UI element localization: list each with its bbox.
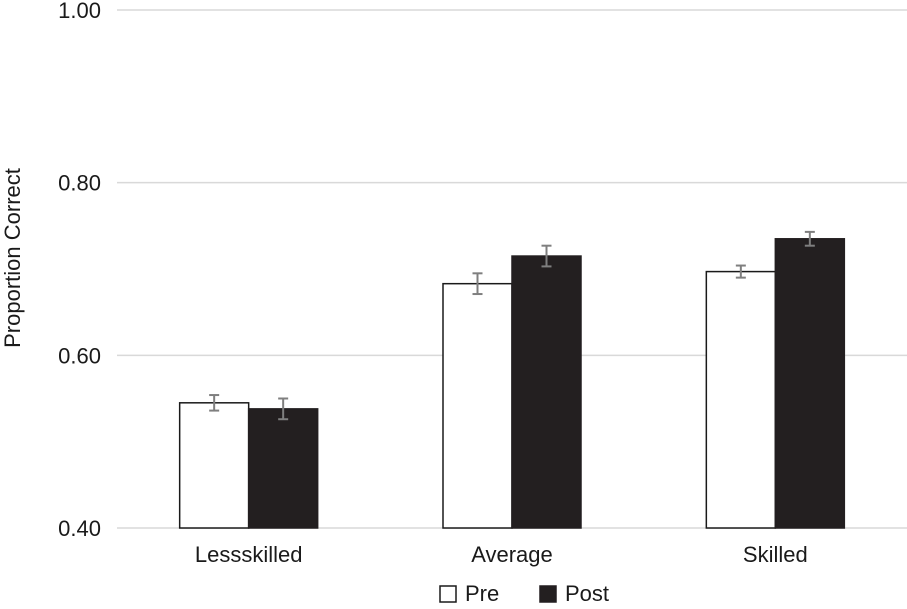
bar-post-2 (774, 238, 846, 529)
bar-pre-2 (705, 270, 777, 529)
error-bars (209, 230, 815, 421)
y-tick-label: 0.80 (58, 171, 101, 196)
legend-swatch-pre (439, 585, 457, 603)
x-category-label: Skilled (743, 542, 808, 567)
y-tick-label: 1.00 (58, 0, 101, 23)
x-category-label: Average (471, 542, 553, 567)
y-tick-label: 0.40 (58, 516, 101, 541)
bar-pre-0 (178, 402, 250, 529)
legend-label-post: Post (565, 581, 609, 604)
x-category-label: Lessskilled (195, 542, 303, 567)
y-axis-title: Proportion Correct (0, 168, 25, 348)
x-axis-categories: Lessskilled Average Skilled (195, 542, 808, 567)
bars (178, 238, 846, 529)
legend: Pre Post (439, 581, 609, 606)
y-axis-ticks: 0.40 0.60 0.80 1.00 (58, 0, 101, 541)
legend-swatch-post (539, 585, 557, 603)
legend-label-pre: Pre (465, 581, 499, 604)
y-tick-label: 0.60 (58, 343, 101, 368)
bar-pre-1 (442, 282, 513, 529)
bar-post-1 (511, 255, 582, 529)
bar-post-0 (247, 408, 319, 529)
